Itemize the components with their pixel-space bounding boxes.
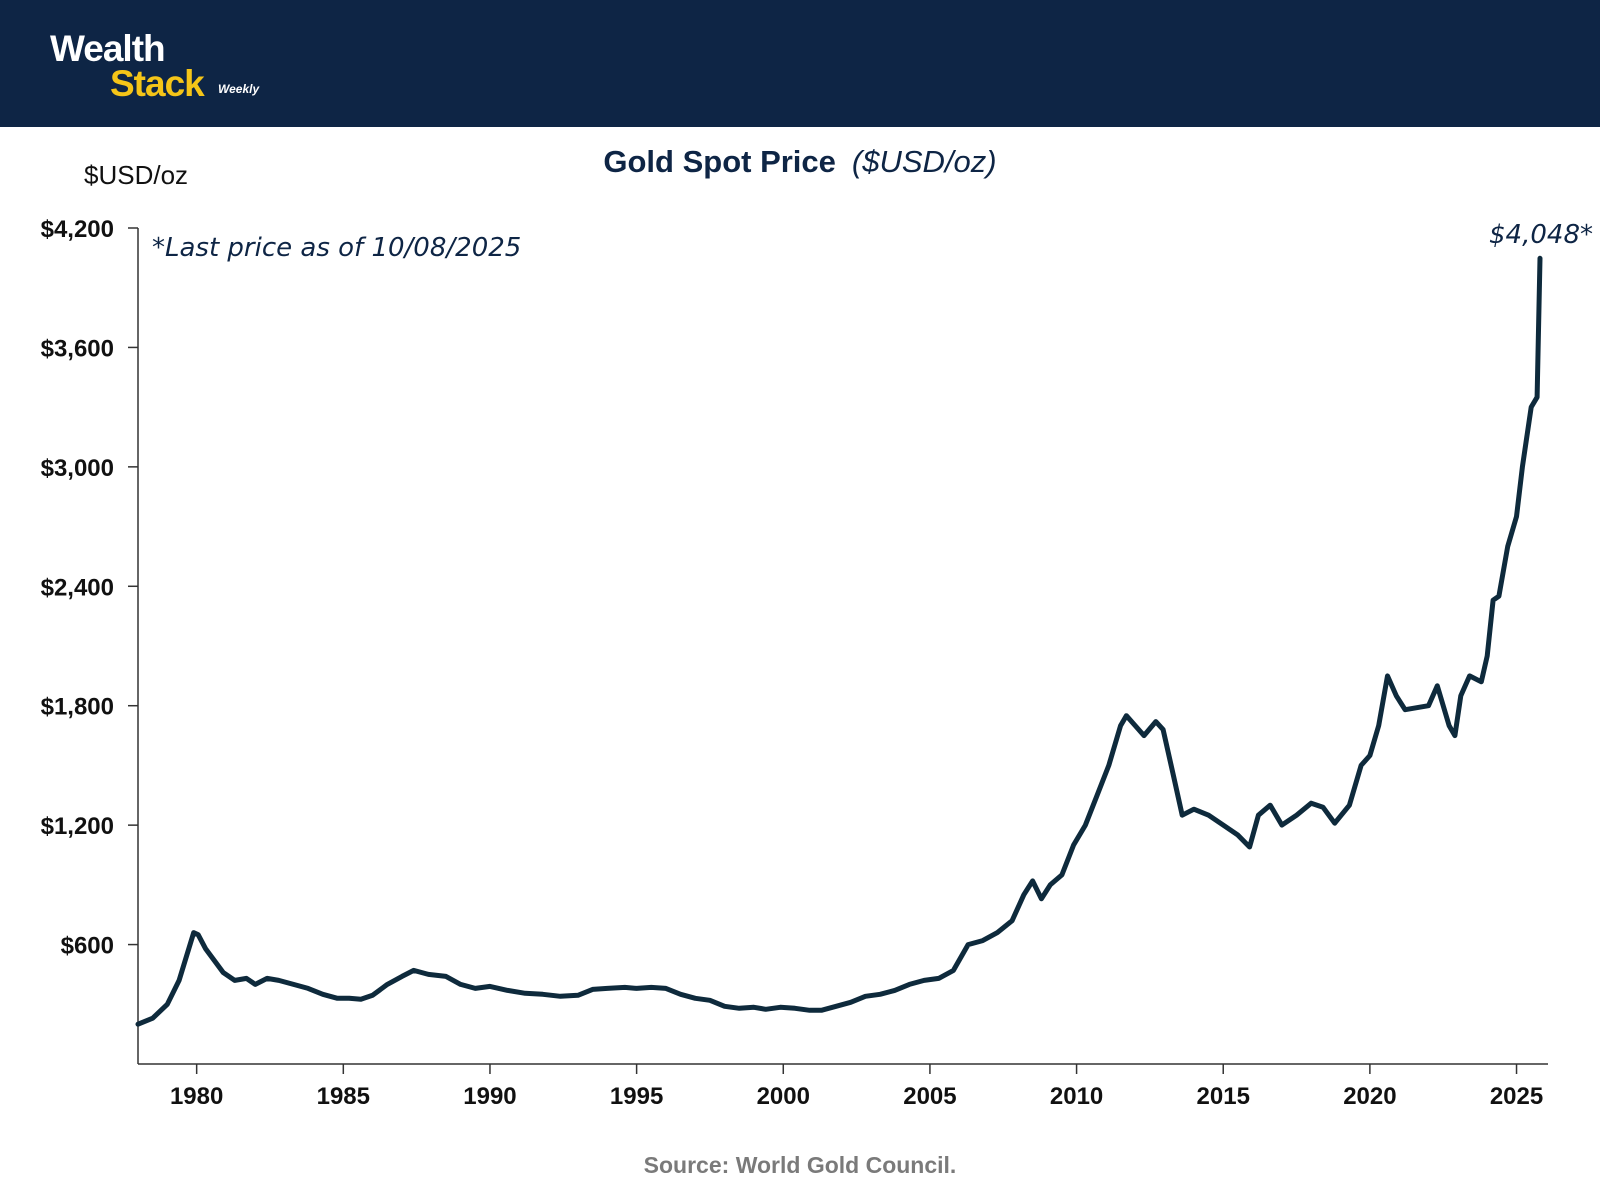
x-axis-ticks: 1980 1985 1990 1995 2000 2005 2010 2015 2020 2025 xyxy=(170,1064,1543,1110)
y-axis-ticks: $600 $1,200 $1,800 $2,400 $3,000 $3,600 $4,200 xyxy=(41,216,138,960)
y-tick-label: $1,800 xyxy=(41,694,114,721)
last-price-note: *Last price as of 10/08/2025 xyxy=(152,233,521,263)
y-tick-label: $1,200 xyxy=(41,813,114,840)
y-axis-unit-label: $USD/oz xyxy=(84,160,189,190)
x-tick-label: 2005 xyxy=(903,1083,956,1110)
x-tick-label: 2025 xyxy=(1490,1083,1543,1110)
x-tick-label: 1990 xyxy=(463,1083,516,1110)
header-bar: Wealth Stack Weekly xyxy=(0,0,1600,127)
x-tick-label: 2010 xyxy=(1050,1083,1103,1110)
logo-wealth-text: Wealth xyxy=(50,28,166,69)
y-tick-label: $4,200 xyxy=(41,216,114,243)
chart-title-unit: ($USD/oz) xyxy=(851,144,997,179)
y-tick-label: $600 xyxy=(61,933,114,960)
x-tick-label: 1985 xyxy=(317,1083,370,1110)
source-note: Source: World Gold Council. xyxy=(643,1152,957,1178)
x-tick-label: 2000 xyxy=(757,1083,810,1110)
x-tick-label: 2020 xyxy=(1343,1083,1396,1110)
logo-weekly-text: Weekly xyxy=(218,82,260,96)
logo-stack-text: Stack xyxy=(110,63,205,104)
x-tick-label: 1995 xyxy=(610,1083,663,1110)
y-tick-label: $3,000 xyxy=(41,455,114,482)
y-tick-label: $2,400 xyxy=(41,574,114,601)
last-value-label: $4,048* xyxy=(1489,220,1593,250)
gold-price-line xyxy=(135,255,1543,1027)
x-tick-label: 2015 xyxy=(1197,1083,1250,1110)
y-tick-label: $3,600 xyxy=(41,335,114,362)
chart-axes xyxy=(137,228,1548,1065)
chart-title: Gold Spot Price ($USD/oz) xyxy=(0,142,1600,182)
x-tick-label: 1980 xyxy=(170,1083,223,1110)
chart-title-main: Gold Spot Price xyxy=(603,144,836,179)
